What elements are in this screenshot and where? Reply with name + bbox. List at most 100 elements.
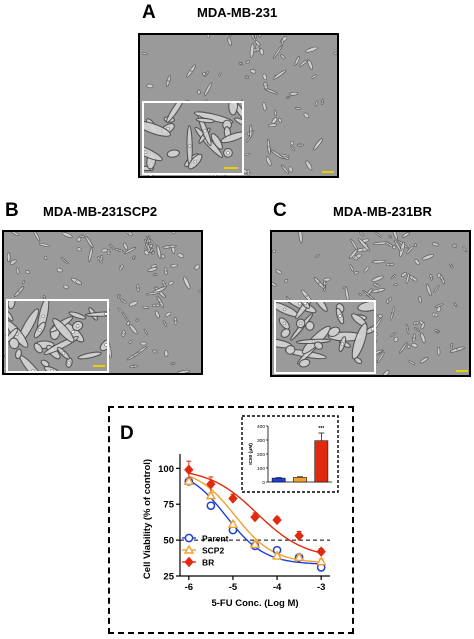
scale-bar-b-inset [93, 365, 105, 367]
cell [126, 321, 131, 326]
cell-nucleus [118, 249, 121, 252]
cell-nucleus [132, 354, 135, 357]
cell-nucleus [391, 312, 394, 315]
panel-d-frame [108, 406, 354, 634]
cell [144, 120, 172, 137]
micrograph-b-inset-image [8, 301, 107, 371]
cell [371, 259, 386, 264]
data-point-br [184, 464, 194, 476]
cell [431, 242, 440, 247]
cell [382, 370, 390, 375]
cell [402, 232, 410, 238]
cell [165, 311, 172, 317]
cell [258, 35, 262, 38]
cell [254, 40, 261, 47]
cell-nucleus [168, 245, 171, 248]
cell-nucleus [61, 351, 66, 355]
cell [8, 301, 16, 310]
cell [195, 117, 215, 124]
cell [315, 254, 320, 258]
cell [129, 324, 138, 335]
y-tick-label: 25 [163, 572, 174, 583]
cell-nucleus [256, 46, 259, 49]
cell [408, 360, 415, 365]
data-point-scp2 [227, 518, 239, 529]
cell [161, 254, 166, 259]
inset-y-tick-label: 0 [262, 480, 265, 486]
cell-nucleus [305, 294, 308, 297]
cell-nucleus [370, 327, 374, 331]
cell [303, 112, 310, 119]
cell-nucleus [154, 273, 157, 276]
cell-nucleus [284, 156, 287, 159]
y-tick-label: 50 [163, 536, 174, 547]
ic50-bar-scp2 [293, 477, 307, 483]
panel-a-letter: A [142, 2, 156, 23]
cell-nucleus [132, 365, 135, 368]
cell [101, 248, 108, 253]
cell [218, 72, 222, 77]
cell [151, 250, 155, 255]
cell [288, 166, 293, 173]
cell [420, 332, 426, 344]
cell [249, 43, 255, 58]
cell-nucleus [193, 159, 197, 164]
cell [305, 321, 315, 331]
cell [393, 336, 399, 343]
cell [378, 314, 383, 319]
cell-nucleus [75, 324, 80, 328]
cell-nucleus [282, 307, 287, 312]
cell [275, 269, 282, 275]
cell-nucleus [104, 343, 107, 347]
cell [197, 89, 201, 95]
cell-nucleus [31, 369, 35, 371]
cell [437, 346, 441, 356]
cell [33, 232, 41, 242]
cell [128, 340, 133, 344]
cell [166, 149, 181, 158]
x-axis-label: 5-FU Conc. (Log M) [211, 598, 298, 609]
cell [166, 103, 186, 123]
cell [371, 275, 384, 282]
cell [294, 107, 302, 110]
legend-marker-br [184, 556, 194, 568]
cell [128, 301, 138, 307]
cell [206, 35, 210, 38]
cell [434, 303, 444, 308]
cell [290, 141, 295, 146]
cell [419, 356, 429, 364]
panel-b-title: MDA-MB-231SCP2 [43, 204, 158, 219]
cell-nucleus [388, 243, 391, 246]
cell-nucleus [41, 314, 45, 319]
cell-nucleus [450, 265, 453, 268]
data-point-br [272, 514, 282, 526]
inset-y-axis-label: IC50 (μM) [248, 443, 254, 465]
cell-nucleus [172, 362, 175, 365]
data-point-br [294, 530, 304, 542]
cell [40, 359, 50, 368]
cell [268, 123, 278, 128]
cell-nucleus [187, 144, 192, 148]
cell-nucleus [318, 282, 321, 284]
micrograph-a-inset [142, 101, 244, 175]
cell [147, 267, 158, 272]
micrograph-c [270, 230, 471, 377]
cell-nucleus [75, 280, 78, 283]
cell [418, 296, 422, 304]
cell-nucleus [247, 171, 250, 174]
cell [405, 245, 414, 255]
panel-d-letter: D [120, 423, 134, 444]
cell-nucleus [299, 144, 302, 147]
cell [63, 284, 69, 289]
cell [144, 250, 149, 256]
cell-nucleus [203, 129, 207, 133]
cell [390, 332, 396, 337]
cell [22, 280, 26, 285]
cell [393, 283, 398, 286]
cell [313, 137, 324, 151]
cell [262, 73, 267, 81]
cell [299, 59, 308, 67]
cell-nucleus [205, 73, 208, 75]
cell [358, 232, 365, 237]
cell [388, 297, 392, 302]
